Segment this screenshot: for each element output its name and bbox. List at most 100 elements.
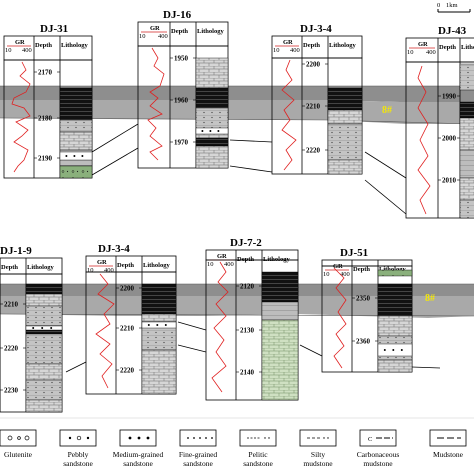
legend-label-line2: sandstone [183, 459, 213, 468]
lithology-layer [195, 87, 229, 109]
gr-header: GR [97, 259, 107, 266]
gr-min-label: 10 [139, 33, 146, 40]
coal-label-bottom: 8# [425, 293, 435, 304]
lithology-layer [59, 119, 93, 133]
legend-swatch [179, 429, 217, 447]
gr-min-label: 10 [207, 261, 214, 268]
lithology-layer [141, 283, 177, 315]
depth-header: Depth [117, 262, 134, 269]
gr-header: GR [217, 253, 227, 260]
legend-label-line1: Mudstone [433, 450, 464, 459]
lithology-layer [25, 363, 63, 381]
lithology-header: Lithology [61, 42, 88, 49]
lithology-layer [25, 293, 63, 307]
gr-curve [147, 47, 165, 161]
depth-header: Depth [353, 266, 370, 273]
well-name: DJ-7-2 [230, 237, 262, 249]
depth-label: 2190 [38, 155, 53, 163]
lithology-layer [327, 159, 363, 175]
gr-max-label: 400 [290, 47, 300, 54]
gr-header: GR [15, 39, 25, 46]
lithology-layer [25, 283, 63, 295]
gr-header: GR [283, 39, 293, 46]
lithology-layer [327, 87, 363, 111]
depth-label: 2180 [38, 115, 53, 123]
depth-label: 2170 [38, 69, 53, 77]
well-name: DJ-1-9 [0, 245, 32, 257]
legend-label-line1: Carbonaceous [357, 450, 400, 459]
legend-label-line2: sandstone [63, 459, 93, 468]
gr-curve [417, 65, 431, 215]
lithology-layer [261, 301, 299, 321]
depth-label: 2220 [306, 147, 321, 155]
well-column: DJ-1-9 Depth Lithology 2210 2220 2230 [0, 245, 63, 413]
depth-label: 2220 [120, 367, 135, 375]
gr-header: GR [150, 25, 160, 32]
depth-label: 2200 [120, 285, 135, 293]
well-name: DJ-51 [340, 247, 368, 259]
lithology-layer [25, 305, 63, 327]
legend-label-line1: Pebbly [68, 450, 89, 459]
depth-label: 1990 [442, 93, 457, 101]
lithology-layer [25, 379, 63, 401]
gr-max-label: 400 [158, 33, 168, 40]
gr-min-label: 10 [87, 267, 94, 274]
gr-header: GR [418, 41, 428, 48]
coal-label-top: 8# [382, 105, 392, 116]
depth-label: 2120 [240, 283, 255, 291]
depth-label: 2210 [4, 301, 19, 309]
lithology-layer [25, 333, 63, 365]
lithology-layer [195, 145, 229, 169]
gr-curve [95, 273, 115, 389]
lithology-layer [261, 319, 299, 401]
scale-bar: 0 1km [437, 2, 471, 13]
legend-swatch [59, 429, 97, 447]
lithology-layer [261, 271, 299, 303]
lithology-layer [377, 315, 413, 337]
svg-text:C: C [368, 436, 372, 443]
depth-label: 2220 [4, 345, 19, 353]
legend-item: Mudstone [429, 429, 467, 459]
lithology-layer [459, 177, 474, 201]
lithology-layer [327, 109, 363, 125]
gr-header: GR [333, 263, 343, 270]
depth-label: 2210 [306, 103, 321, 111]
legend: Glutenite PebblysandstoneMedium-grainedsa… [0, 429, 467, 468]
lithology-layer [377, 359, 413, 373]
lithology-header: Lithology [143, 262, 170, 269]
gr-curve [333, 267, 347, 369]
well-name: DJ-3-4 [98, 243, 130, 255]
lithology-layer [459, 199, 474, 219]
lithology-layer [195, 57, 229, 89]
gr-min-label: 10 [407, 49, 414, 56]
well-name: DJ-31 [40, 23, 68, 35]
legend-item: Glutenite [0, 429, 37, 459]
correlation-lines-top [91, 123, 407, 215]
legend-swatch [0, 429, 37, 447]
depth-label: 2130 [240, 327, 255, 335]
well-name: DJ-43 [438, 25, 467, 37]
lithology-layer [25, 399, 63, 413]
gr-min-label: 10 [5, 47, 12, 54]
gr-curve [211, 261, 229, 393]
lithology-header: Lithology [329, 42, 356, 49]
lithology-header: Lithology [263, 256, 290, 263]
gr-max-label: 400 [426, 49, 436, 56]
lithology-layer [459, 149, 474, 179]
lithology-layer [377, 269, 413, 277]
lithology-layer [327, 123, 363, 161]
lithology-layer [59, 165, 93, 179]
lithology-header: Lithology [461, 44, 474, 51]
depth-header: Depth [35, 42, 52, 49]
gr-curve [281, 59, 297, 171]
legend-label-line2: sandstone [123, 459, 153, 468]
lithology-layer [459, 117, 474, 151]
well-name: DJ-16 [163, 9, 192, 21]
lithology-header: Lithology [27, 264, 54, 271]
gr-min-label: 10 [323, 271, 330, 278]
